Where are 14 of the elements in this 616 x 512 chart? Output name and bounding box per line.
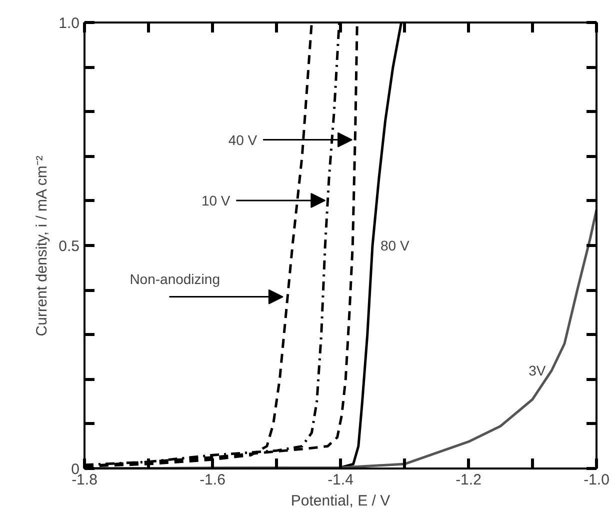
annotation: Non-anodizing — [130, 270, 220, 287]
x-tick-label: -1.6 — [200, 472, 226, 488]
x-tick-label: -1.4 — [328, 472, 354, 488]
x-tick-label: -1.0 — [584, 472, 610, 488]
annotation: 40 V — [228, 132, 258, 148]
y-tick-label: 0.5 — [58, 238, 80, 255]
annotation: 3V — [528, 362, 546, 378]
annotation: 10 V — [201, 192, 231, 208]
y-tick-label: 1.0 — [58, 15, 80, 32]
annotation: 80 V — [380, 238, 410, 254]
y-tick-label: 0 — [71, 461, 80, 478]
y-axis-title: Current density, i / mA cm⁻² — [34, 156, 51, 336]
x-axis-title: Potential, E / V — [290, 492, 390, 510]
x-tick-label: -1.2 — [456, 472, 482, 488]
